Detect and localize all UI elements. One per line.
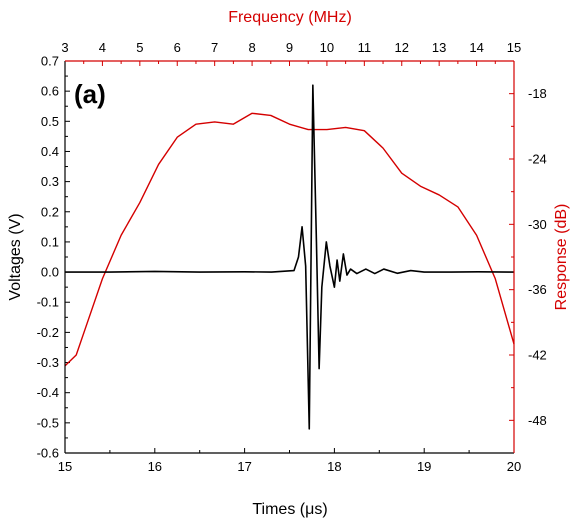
left-axis-title: Voltages (V)	[7, 213, 24, 300]
series-layer	[64, 84, 515, 430]
right-tick-label: -36	[528, 282, 547, 297]
bottom-tick-label: 18	[327, 459, 341, 474]
bottom-tick-label: 15	[58, 459, 72, 474]
panel-label: (a)	[74, 79, 106, 109]
left-tick-label: 0.0	[41, 265, 59, 280]
right-tick-label: -48	[528, 413, 547, 428]
right-tick-label: -30	[528, 217, 547, 232]
mu-symbol: μ	[305, 501, 314, 518]
top-tick-label: 10	[320, 40, 334, 55]
bottom-tick-label: 17	[237, 459, 251, 474]
bottom-tick-label: 19	[417, 459, 431, 474]
left-tick-label: -0.6	[37, 446, 59, 461]
top-tick-label: 5	[136, 40, 143, 55]
top-tick-label: 13	[432, 40, 446, 55]
left-tick-label: -0.4	[37, 385, 59, 400]
tick-labels: 15 16 17 18 19 20 -0.6 -0.5 -0.4 -0.3 -0.2 -0.1 0.0 0…	[37, 40, 547, 474]
top-tick-label: 12	[395, 40, 409, 55]
top-tick-label: 8	[248, 40, 255, 55]
top-tick-label: 11	[358, 40, 372, 55]
time-pulse-line	[65, 84, 515, 430]
right-tick-label: -42	[528, 348, 547, 363]
left-tick-label: -0.3	[37, 355, 59, 370]
top-tick-label: 3	[61, 40, 68, 55]
left-tick-label: -0.5	[37, 415, 59, 430]
top-tick-label: 7	[211, 40, 218, 55]
left-tick-label: -0.2	[37, 325, 59, 340]
right-tick-label: -18	[528, 86, 547, 101]
frequency-response-line	[64, 112, 515, 367]
bottom-tick-label: 16	[148, 459, 162, 474]
top-tick-label: 9	[286, 40, 293, 55]
top-tick-label: 15	[507, 40, 521, 55]
left-tick-label: 0.4	[41, 144, 59, 159]
left-tick-label: 0.3	[41, 174, 59, 189]
left-tick-label: -0.1	[37, 295, 59, 310]
top-tick-label: 4	[99, 40, 106, 55]
bottom-axis-title: Times (μs)	[252, 501, 327, 518]
bottom-tick-label: 20	[507, 459, 521, 474]
left-tick-label: 0.2	[41, 204, 59, 219]
right-axis-title: Response (dB)	[553, 204, 570, 311]
top-tick-label: 6	[174, 40, 181, 55]
left-tick-label: 0.6	[41, 84, 59, 99]
top-axis-title: Frequency (MHz)	[228, 9, 352, 26]
top-tick-label: 14	[469, 40, 483, 55]
right-tick-label: -24	[528, 152, 547, 167]
left-tick-label: 0.5	[41, 114, 59, 129]
left-tick-label: 0.7	[41, 54, 59, 69]
left-tick-label: 0.1	[41, 234, 59, 249]
